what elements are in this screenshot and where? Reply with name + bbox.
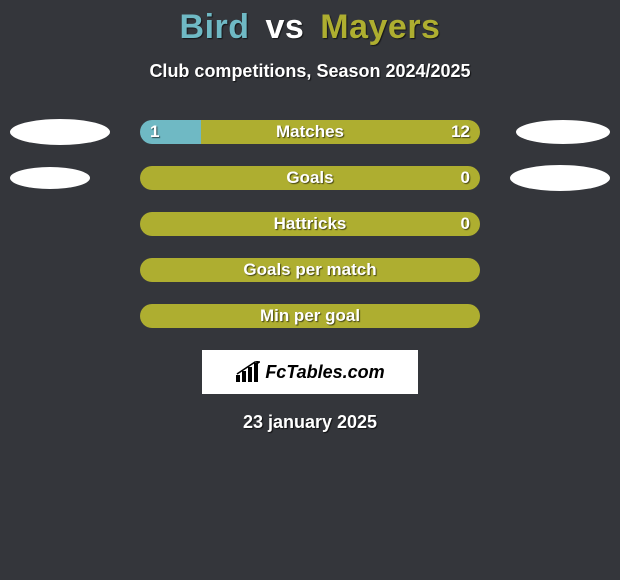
brand-text: FcTables.com — [265, 362, 384, 383]
bar-right-segment — [140, 258, 480, 282]
left-ellipse — [10, 167, 90, 189]
brand-box[interactable]: FcTables.com — [202, 350, 418, 394]
stat-row: Goals0 — [0, 166, 620, 190]
brand: FcTables.com — [235, 361, 384, 383]
stat-right-value: 0 — [461, 212, 470, 236]
stat-row: Hattricks0 — [0, 212, 620, 236]
player2-name: Mayers — [320, 8, 440, 46]
stat-row: Matches112 — [0, 120, 620, 144]
chart-icon — [235, 361, 261, 383]
bar-right-segment — [140, 304, 480, 328]
stat-row: Goals per match — [0, 258, 620, 282]
stat-right-value: 12 — [451, 120, 470, 144]
right-ellipse — [516, 120, 610, 144]
bar-right-segment — [140, 212, 480, 236]
vs-label: vs — [265, 8, 304, 46]
stat-bar — [140, 120, 480, 144]
stat-bar — [140, 212, 480, 236]
title: Bird vs Mayers — [0, 0, 620, 47]
stat-rows: Matches112Goals0Hattricks0Goals per matc… — [0, 120, 620, 328]
stat-bar — [140, 304, 480, 328]
date-label: 23 january 2025 — [0, 412, 620, 433]
stat-bar — [140, 166, 480, 190]
stat-row: Min per goal — [0, 304, 620, 328]
stat-bar — [140, 258, 480, 282]
stat-left-value: 1 — [150, 120, 159, 144]
subtitle: Club competitions, Season 2024/2025 — [0, 61, 620, 82]
stats-card: Bird vs Mayers Club competitions, Season… — [0, 0, 620, 580]
bar-right-segment — [140, 166, 480, 190]
stat-right-value: 0 — [461, 166, 470, 190]
right-ellipse — [510, 165, 610, 191]
left-ellipse — [10, 119, 110, 145]
bar-right-segment — [201, 120, 480, 144]
player1-name: Bird — [180, 8, 250, 46]
